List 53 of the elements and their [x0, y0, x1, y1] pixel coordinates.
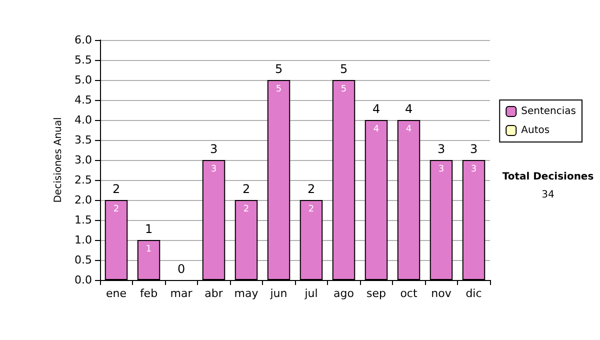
data-label: 2 — [113, 204, 120, 214]
data-label: 3 — [210, 164, 217, 174]
total-label: 1 — [144, 222, 153, 236]
y-tick-label: 2.0 — [74, 194, 92, 206]
x-tick-label: jul — [304, 287, 318, 300]
data-label: 3 — [470, 164, 477, 174]
total-label: 2 — [307, 182, 316, 196]
x-tick-label: abr — [204, 287, 224, 300]
y-tick-label: 3.0 — [74, 154, 92, 166]
legend-label: Autos — [521, 125, 550, 136]
data-label: 4 — [373, 124, 380, 134]
y-tick-label: 1.5 — [74, 214, 92, 226]
x-tick-label: feb — [140, 287, 158, 300]
total-label: 3 — [470, 142, 478, 156]
data-label: 5 — [340, 84, 347, 94]
x-tick-label: nov — [431, 287, 452, 300]
total-label: 0 — [177, 262, 186, 276]
x-tick-label: mar — [170, 287, 193, 300]
x-tick-label: ene — [106, 287, 127, 300]
y-tick-label: 3.5 — [74, 134, 92, 146]
data-label: 3 — [438, 164, 444, 174]
y-tick-label: 5.5 — [74, 54, 92, 66]
total-label: 2 — [112, 182, 120, 196]
y-tick-label: 6.0 — [74, 34, 92, 46]
total-label: 5 — [274, 62, 283, 76]
y-tick-label: 0.0 — [74, 274, 92, 286]
total-label: 5 — [340, 62, 348, 76]
data-label: 4 — [406, 124, 412, 134]
y-tick-label: 2.5 — [74, 174, 92, 186]
x-tick-label: dic — [466, 287, 482, 300]
x-tick-label: oct — [400, 287, 418, 300]
x-tick-label: jun — [269, 287, 288, 300]
text: 34 — [542, 190, 554, 200]
y-axis-title: Decisiones Anual — [53, 117, 64, 203]
data-label: 2 — [308, 204, 314, 214]
y-tick-label: 4.0 — [74, 114, 92, 126]
total-label: 3 — [210, 142, 218, 156]
total-label: 2 — [242, 182, 250, 196]
x-tick-label: ago — [334, 287, 354, 300]
text: Total Decisiones — [502, 172, 594, 182]
legend-label: Sentencias — [521, 106, 576, 117]
x-tick-label: may — [234, 287, 259, 300]
y-tick-label: 4.5 — [74, 94, 92, 106]
x-tick-label: sep — [366, 287, 386, 300]
total-label: 4 — [372, 102, 380, 116]
total-label: 3 — [437, 142, 446, 156]
y-tick-label: 5.0 — [74, 74, 92, 86]
total-label: 4 — [404, 102, 413, 116]
data-label: 5 — [276, 84, 282, 94]
data-label: 1 — [146, 244, 152, 254]
data-label: 2 — [243, 204, 250, 214]
y-tick-label: 1.0 — [74, 234, 92, 246]
y-tick-label: 0.5 — [74, 254, 92, 266]
